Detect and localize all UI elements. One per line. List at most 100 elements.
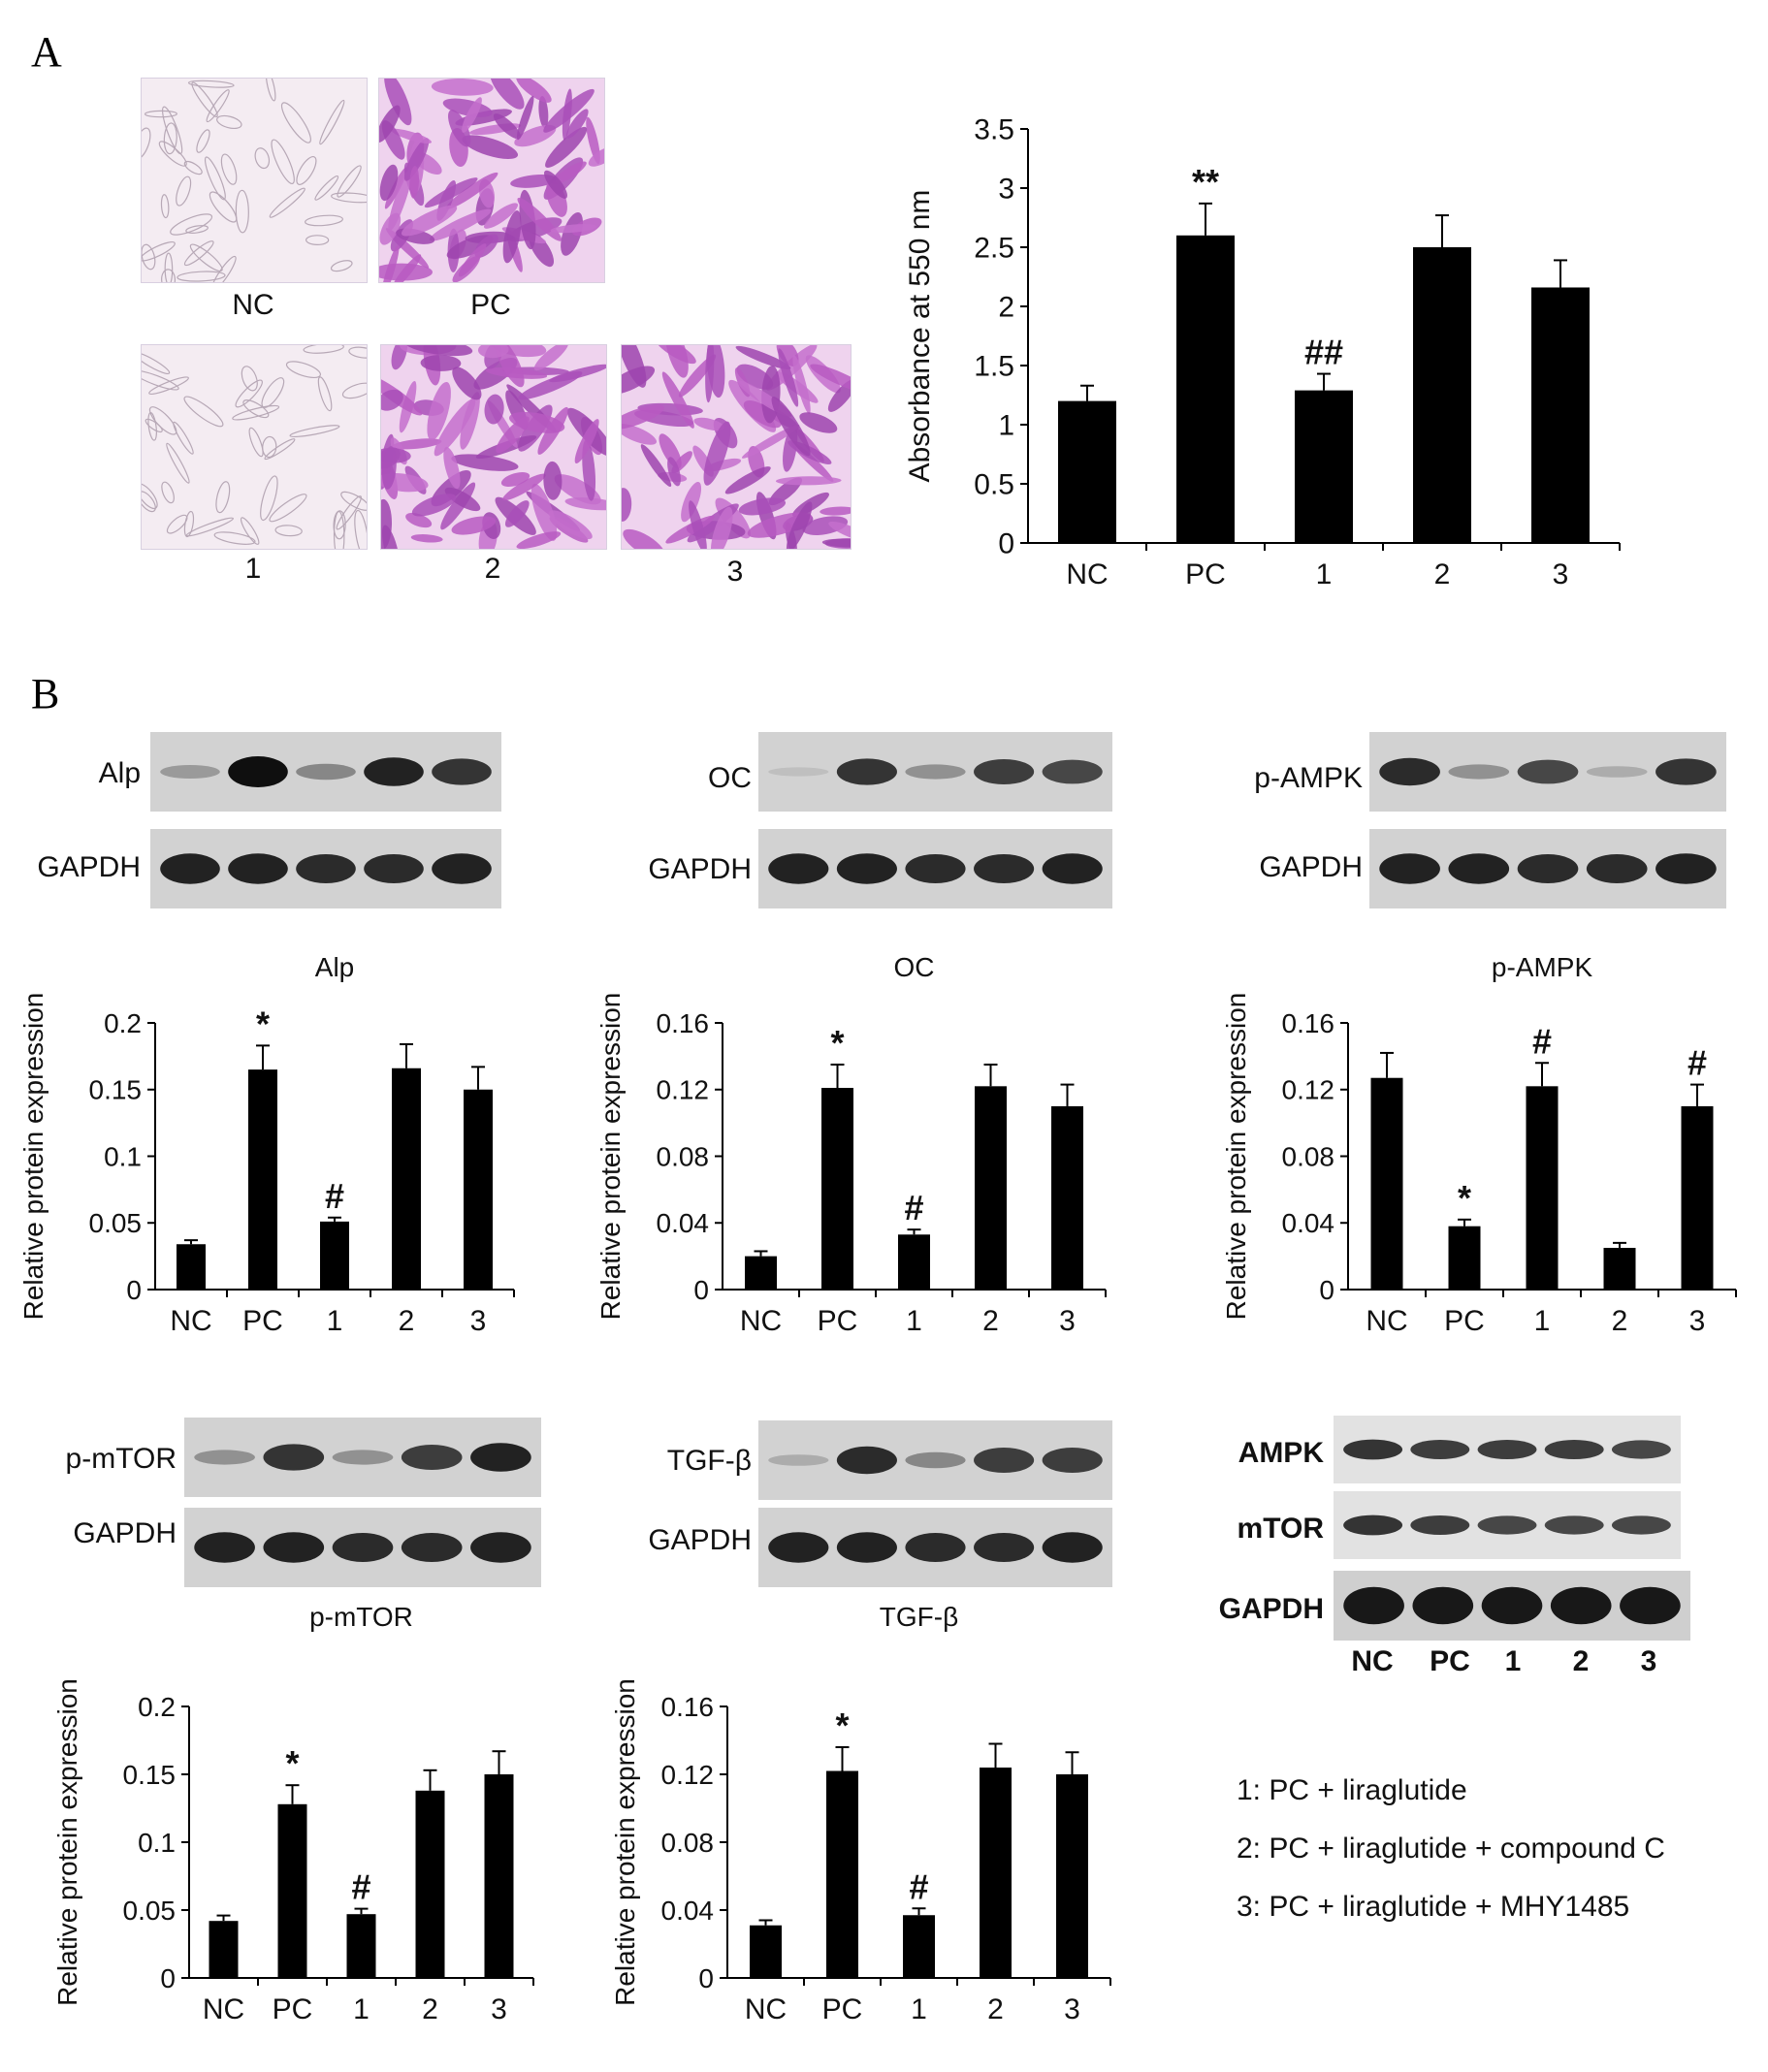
x-tick-label: 1 [1534,1305,1551,1337]
significance-marker: # [325,1176,344,1216]
blot-image [150,732,501,812]
y-axis-label: Relative protein expression [595,993,626,1321]
bar [903,1915,935,1978]
bar [975,1086,1007,1290]
blot-oc-gapdh-strip [758,829,1112,908]
blot-p-mtor-gapdh-strip [184,1508,541,1587]
micrograph-pc [378,78,605,283]
bar [826,1770,858,1978]
y-tick-label: 0 [693,1275,709,1305]
micrograph-label: 3 [726,556,744,588]
significance-marker: # [909,1866,928,1906]
blot-image [184,1508,541,1587]
significance-marker: * [256,1004,270,1043]
blot-gapdh-strip [1334,1571,1690,1641]
micrograph-label: 2 [484,553,501,585]
y-tick-label: 3.5 [974,114,1014,146]
absorbance-bar-chart: Absorbance at 550 nm 0 0.5 1 1.5 2 2.5 3 3.5 NC **… [904,114,1621,590]
y-tick-label: 0 [160,1963,176,1993]
blot-label-target: OC [708,762,752,794]
significance-marker: * [835,1705,849,1745]
x-tick-label: 1 [1316,558,1333,590]
x-tick-label: NC [170,1305,211,1337]
x-tick-label: 1 [911,1993,927,2025]
y-tick-label: 0 [998,528,1014,560]
blot-p-ampk-gapdh-strip [1369,829,1726,908]
blot-tgf-beta-strip [758,1420,1112,1500]
significance-marker: ## [1304,333,1343,372]
micrograph-nc [141,78,368,283]
y-tick-label: 0.05 [123,1896,177,1926]
blot-p-ampk-strip [1369,732,1726,812]
lane-label: 2 [1572,1645,1590,1677]
bar [277,1803,307,1978]
y-tick-label: 0.05 [89,1208,143,1238]
blot-image [758,732,1112,812]
blot-label-target: p-mTOR [65,1443,177,1475]
significance-marker: ** [1192,162,1219,202]
y-tick-label: 0.08 [657,1141,710,1171]
significance-marker: # [1688,1043,1707,1083]
bar [898,1234,930,1290]
x-tick-label: NC [745,1993,787,2025]
blot-label-gapdh: GAPDH [1218,1593,1324,1625]
blot-image [758,829,1112,908]
blot-p-mtor-strip [184,1418,541,1497]
y-tick-label: 2 [998,292,1014,324]
x-tick-label: PC [242,1305,283,1337]
y-axis-label: Relative protein expression [52,1678,82,2006]
x-tick-label: 3 [1064,1993,1080,2025]
y-axis-label: Relative protein expression [610,1678,640,2006]
y-axis-label: Relative protein expression [1221,993,1251,1321]
chart-title: p-AMPK [1492,952,1593,982]
blot-label-loading: GAPDH [1259,851,1363,883]
significance-marker: # [351,1867,370,1907]
bar [346,1914,376,1978]
y-tick-label: 0.12 [1282,1075,1335,1105]
bar [1681,1105,1714,1290]
y-tick-label: 0.04 [1282,1208,1335,1238]
alp-bar-chart: Alp Relative protein expression 0 0.05 0.1 0.… [18,952,515,1337]
y-tick-label: 0.2 [138,1692,176,1722]
significance-marker: # [904,1188,923,1227]
y-tick-label: 0 [698,1963,714,1993]
chart-title: TGF-β [880,1602,958,1632]
x-tick-label: 3 [1553,558,1569,590]
cell-stain-image [142,79,367,282]
panel-letter-b: B [31,670,60,717]
oc-bar-chart: OC Relative protein expression 0 0.04 0.08 0.… [595,952,1107,1337]
x-tick-label: 3 [470,1305,487,1337]
blot-mtor-strip [1334,1491,1681,1559]
y-tick-label: 0 [126,1275,142,1305]
y-tick-label: 0.15 [89,1075,143,1105]
micrograph-1 [141,344,368,550]
bar [750,1925,782,1978]
bar [1526,1086,1559,1290]
x-tick-label: 2 [1434,558,1451,590]
cell-stain-image [379,79,604,282]
bar [745,1256,777,1290]
lane-label: 3 [1640,1645,1657,1677]
bar [1295,390,1353,543]
blot-image [184,1418,541,1497]
x-tick-label: PC [822,1993,863,2025]
x-tick-label: 1 [906,1305,922,1337]
blot-label-loading: GAPDH [648,853,752,885]
y-tick-label: 3 [998,174,1014,206]
y-tick-label: 0.12 [657,1075,710,1105]
bar [1058,400,1116,543]
p-mtor-bar-chart: p-mTOR Relative protein expression 0 0.05 0.… [52,1602,534,2025]
x-tick-label: 2 [982,1305,999,1337]
x-tick-label: 1 [353,1993,370,2025]
bar [248,1069,277,1290]
bar [980,1768,1012,1978]
x-tick-label: PC [1444,1305,1485,1337]
y-tick-label: 0.1 [138,1828,176,1858]
blot-label-loading: GAPDH [648,1524,752,1556]
x-tick-label: 2 [987,1993,1004,2025]
y-axis-label: Relative protein expression [18,993,48,1321]
bar [1413,247,1471,543]
y-axis-label: Absorbance at 550 nm [904,190,936,483]
y-tick-label: 0.12 [661,1760,715,1790]
x-tick-label: 1 [327,1305,343,1337]
